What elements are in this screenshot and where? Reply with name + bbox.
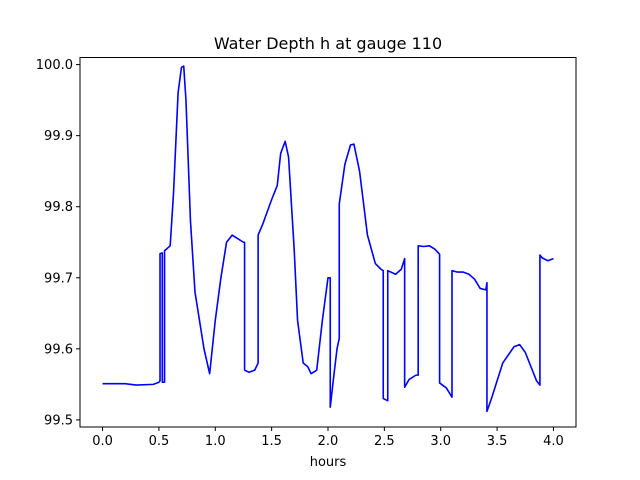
axis-ticks: 0.0 0.5 1.0 1.5 2.0 2.5 3.0 3.5 4.0 99.5 99.6 99.7 9… <box>36 58 564 449</box>
y-tick-label: 99.6 <box>44 342 73 357</box>
x-tick-label: 2.0 <box>318 434 339 449</box>
y-tick-label: 99.7 <box>44 271 73 286</box>
y-tick-label: 99.5 <box>44 413 73 428</box>
y-tick-label: 100.0 <box>36 58 73 73</box>
x-tick-label: 0.5 <box>149 434 170 449</box>
plot-frame <box>79 57 577 428</box>
x-tick-label: 3.5 <box>487 434 508 449</box>
x-tick-label: 1.5 <box>261 434 282 449</box>
y-tick-label: 99.9 <box>44 129 73 144</box>
x-tick-label: 4.0 <box>543 434 564 449</box>
chart-title: Water Depth h at gauge 110 <box>214 34 442 53</box>
x-tick-label: 2.5 <box>374 434 395 449</box>
x-tick-label: 0.0 <box>92 434 113 449</box>
x-tick-label: 1.0 <box>205 434 226 449</box>
series-line-0 <box>102 65 554 413</box>
x-axis-label: hours <box>310 455 347 470</box>
x-tick-label: 3.0 <box>430 434 451 449</box>
plot-lines <box>102 65 554 413</box>
y-tick-label: 99.8 <box>44 200 73 215</box>
